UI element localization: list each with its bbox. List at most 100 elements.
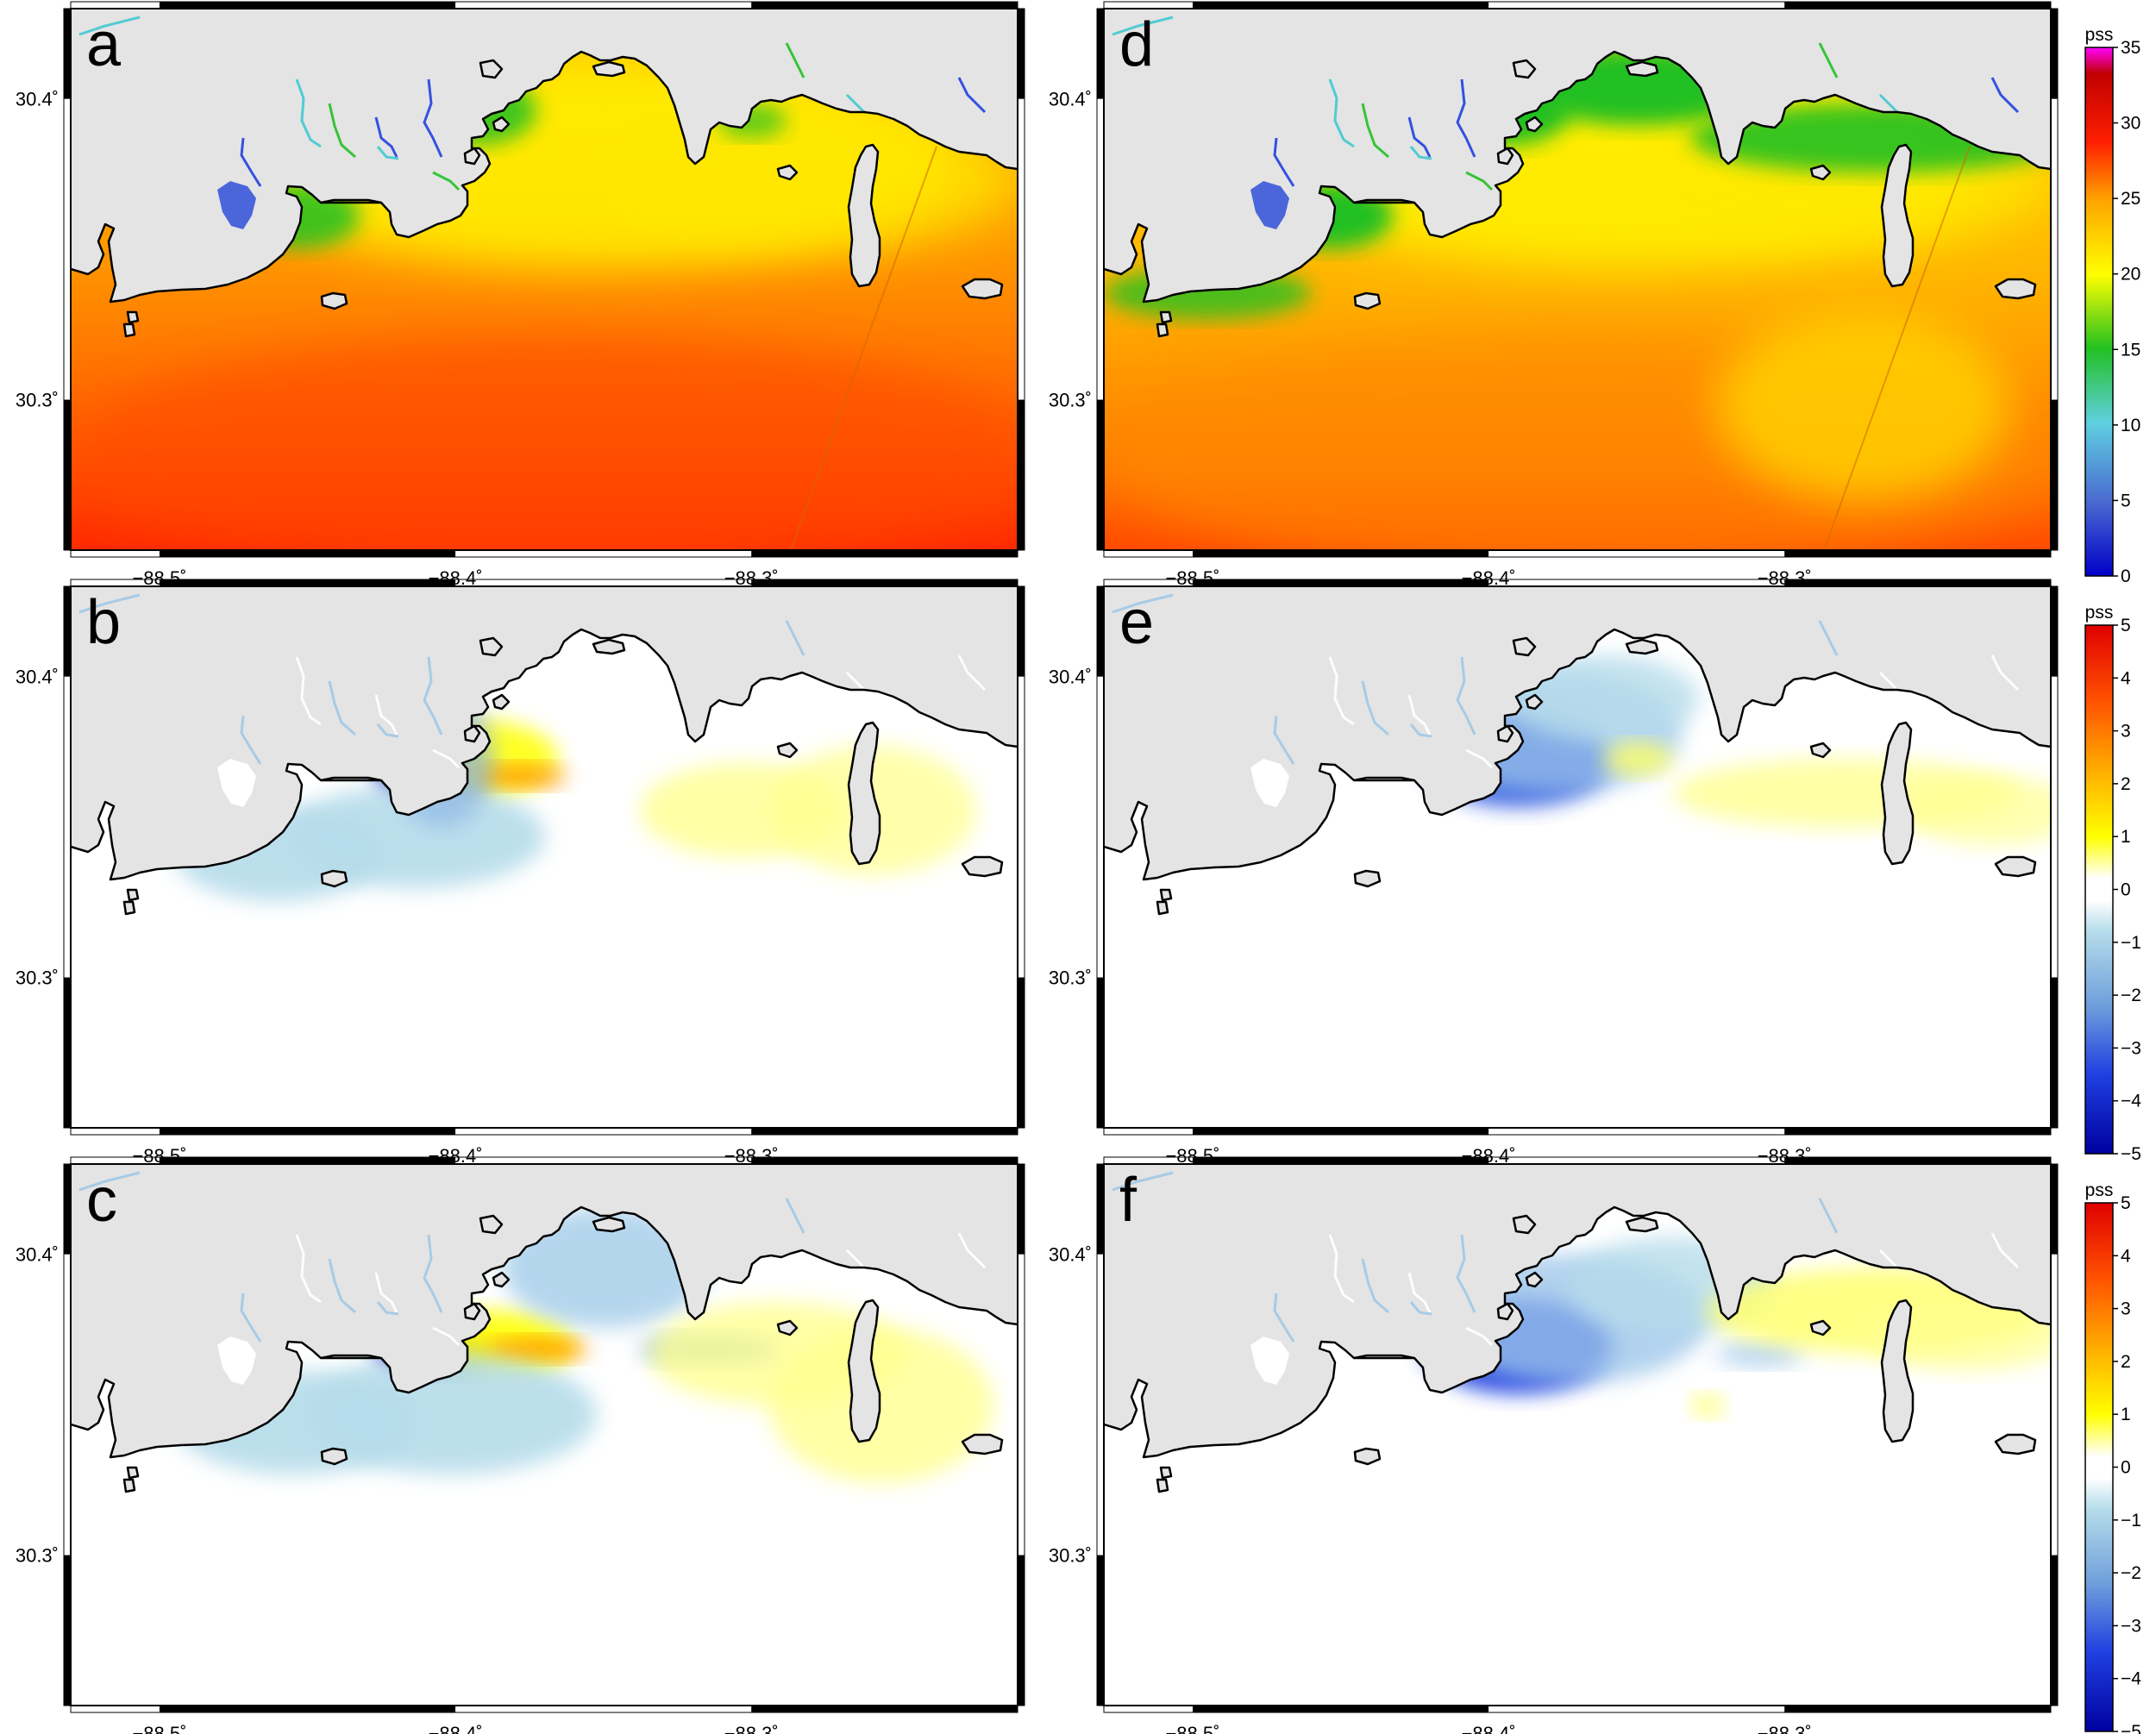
coastline <box>71 1205 1018 1459</box>
colorbar-tick-label: −4 <box>2121 1669 2141 1689</box>
lat-tick-label: 30.3˚ <box>16 390 59 411</box>
island <box>320 291 348 310</box>
colorbar-tick-label: 2 <box>2121 774 2131 794</box>
island <box>122 900 136 916</box>
panel-letter: e <box>1119 588 1154 657</box>
colorbar-tick-label: 4 <box>2121 1246 2131 1266</box>
island <box>1809 1319 1832 1336</box>
colorbar-tick-label: −3 <box>2121 1038 2141 1058</box>
island <box>1512 1214 1537 1235</box>
colorbar-tick-label: 0 <box>2121 880 2131 900</box>
island <box>592 60 626 78</box>
island <box>1156 1478 1169 1493</box>
island <box>1525 693 1544 711</box>
island <box>1353 1447 1382 1466</box>
lat-tick-label: 30.3˚ <box>1049 1545 1092 1567</box>
colorbar-unit: pss <box>2085 1180 2114 1200</box>
island <box>1353 869 1382 888</box>
colorbar-tick-label: 10 <box>2121 416 2140 435</box>
island <box>847 143 881 288</box>
lat-tick-label: 30.3˚ <box>16 1545 59 1567</box>
colorbar-tick-label: −5 <box>2121 1144 2141 1164</box>
island <box>1159 1466 1173 1480</box>
island <box>776 164 799 181</box>
colorbar-tick-label: 30 <box>2121 114 2140 134</box>
island <box>592 1216 626 1233</box>
island <box>1159 310 1173 324</box>
island <box>492 116 511 133</box>
colorbars-layer: 05101520253035pss−5−4−3−2−1012345pss−5−4… <box>2084 25 2141 1734</box>
island <box>1994 278 2037 300</box>
lat-tick-label: 30.4˚ <box>16 89 59 110</box>
map-panel-e: e−88.5˚ −88.4˚ −88.3˚30.4˚30.3˚ <box>1049 579 2059 1167</box>
land-mask <box>71 586 1018 880</box>
coastline <box>1104 1205 2051 1459</box>
colorbar-tick-label: 0 <box>2121 1458 2131 1478</box>
island <box>126 888 140 902</box>
panel-letter: a <box>86 10 122 79</box>
island <box>479 636 504 657</box>
lat-tick-label: 30.3˚ <box>16 967 59 989</box>
island <box>1159 888 1173 902</box>
island <box>1525 116 1544 133</box>
coastline <box>1104 50 2051 304</box>
land-mask <box>1104 586 2051 880</box>
lon-tick-label: −88.4˚ <box>429 1723 483 1734</box>
island <box>1625 638 1659 655</box>
colorbar-salinity: 0 5 10 15 20 25 30 35 pss <box>2084 25 2140 586</box>
island <box>1809 742 1832 759</box>
map-panel-f: f −88.5˚ −88.4˚ −88.3˚ 30.4˚ 30.3˚ <box>1049 1156 2059 1734</box>
lon-tick-label: −88.3˚ <box>1758 1723 1812 1734</box>
lat-tick-label: 30.4˚ <box>1049 667 1092 688</box>
island <box>320 869 348 888</box>
island <box>479 59 504 79</box>
island <box>1880 143 1915 288</box>
land-mask <box>1104 1164 2051 1457</box>
colorbar-unit: pss <box>2085 25 2114 45</box>
colorbar-tick-label: 4 <box>2121 668 2131 688</box>
lat-tick-label: 30.3˚ <box>1049 967 1092 989</box>
lon-tick-label: −88.5˚ <box>132 1723 186 1734</box>
colorbar-tick-label: −5 <box>2121 1722 2141 1734</box>
panel-letter: b <box>86 588 121 657</box>
colorbar-tick-label: −2 <box>2121 986 2141 1005</box>
land-mask <box>71 1164 1018 1457</box>
island <box>492 693 511 711</box>
lon-tick-label: −88.3˚ <box>724 1723 779 1734</box>
island <box>847 1299 881 1443</box>
colorbar-tick-label: 1 <box>2121 1405 2131 1424</box>
colorbar-tick-label: 25 <box>2121 189 2140 209</box>
colorbar-tick-label: −3 <box>2121 1616 2141 1636</box>
island <box>122 1478 136 1493</box>
island <box>1994 1433 2037 1455</box>
island <box>847 721 881 866</box>
colorbar-tick-label: −1 <box>2121 1511 2141 1531</box>
coastline <box>71 50 1018 304</box>
island <box>1156 900 1169 916</box>
colorbar-difference: −5 −4 −3 −2 −1 0 1 2 3 4 5 pss <box>2084 1180 2141 1734</box>
colorbar-tick-label: 5 <box>2121 616 2131 635</box>
colorbar-tick-label: 2 <box>2121 1352 2131 1372</box>
island <box>1512 636 1537 657</box>
island <box>1512 59 1537 79</box>
land-mask <box>1104 9 2051 302</box>
island <box>1625 60 1659 78</box>
island <box>1809 164 1832 181</box>
panel-letter: d <box>1119 10 1154 79</box>
colorbar-difference: −5 −4 −3 −2 −1 0 1 2 3 4 5 pss <box>2084 603 2141 1164</box>
colorbar-tick-label: 5 <box>2121 491 2131 510</box>
panels-layer: a −88.5˚ −88.4˚ −88.3˚ 30.4˚ 30.3˚ b −88.5˚ −88.… <box>16 1 2059 1734</box>
colorbar-tick-label: 1 <box>2121 827 2131 847</box>
island <box>776 1319 799 1336</box>
island <box>126 1466 140 1480</box>
lat-tick-label: 30.4˚ <box>1049 89 1092 110</box>
colorbar-tick-label: −2 <box>2121 1563 2141 1583</box>
lat-tick-label: 30.4˚ <box>1049 1244 1092 1266</box>
land-mask <box>71 9 1018 302</box>
colorbar-tick-label: 20 <box>2121 265 2140 285</box>
island <box>492 1271 511 1288</box>
island <box>1994 855 2037 878</box>
map-panel-d: d−88.5˚ −88.4˚ −88.3˚30.4˚30.3˚ <box>1049 1 2059 589</box>
colorbar-tick-label: 0 <box>2121 567 2131 586</box>
lat-tick-label: 30.4˚ <box>16 667 59 688</box>
